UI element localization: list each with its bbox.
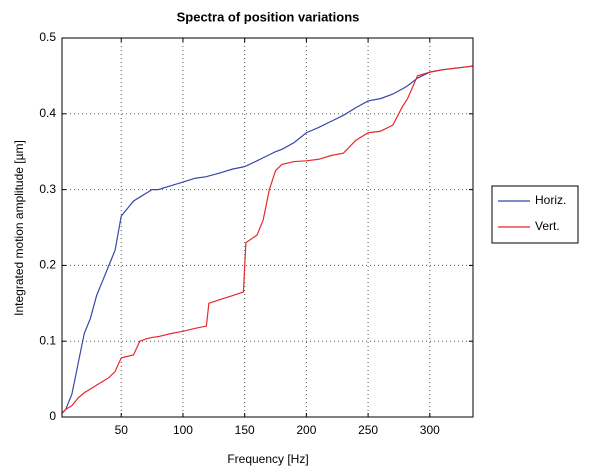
x-tick-label: 300 — [420, 423, 440, 437]
legend-label: Horiz. — [535, 193, 566, 207]
y-tick-label: 0 — [49, 409, 56, 423]
y-tick-label: 0.4 — [39, 106, 56, 120]
y-tick-label: 0.3 — [39, 182, 56, 196]
x-axis-label: Frequency [Hz] — [227, 452, 308, 466]
legend-label: Vert. — [535, 219, 560, 233]
y-tick-label: 0.2 — [39, 258, 56, 272]
y-axis-label: Integrated motion amplitude [µm] — [12, 140, 26, 316]
data-line — [61, 65, 474, 414]
y-tick-label: 0.5 — [39, 30, 56, 44]
x-tick-label: 150 — [235, 423, 255, 437]
x-tick-label: 200 — [296, 423, 316, 437]
x-tick-label: 250 — [358, 423, 378, 437]
x-tick-label: 100 — [173, 423, 193, 437]
x-tick-label: 50 — [115, 423, 129, 437]
data-line — [61, 65, 474, 414]
plot-frame — [61, 37, 474, 418]
legend-box — [491, 185, 579, 244]
chart-title: Spectra of position variations — [177, 9, 360, 24]
y-tick-label: 0.1 — [39, 333, 56, 347]
